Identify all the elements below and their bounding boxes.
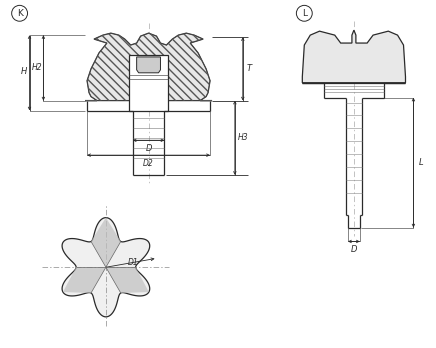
Text: H3: H3: [238, 133, 248, 142]
Text: D: D: [145, 144, 152, 153]
Polygon shape: [106, 267, 149, 293]
Text: T: T: [246, 64, 251, 73]
Text: D2: D2: [143, 159, 154, 168]
Text: D: D: [351, 245, 357, 254]
Text: L: L: [302, 9, 307, 18]
Text: H: H: [20, 67, 27, 76]
Polygon shape: [136, 57, 160, 73]
Polygon shape: [85, 33, 212, 101]
Polygon shape: [91, 218, 121, 267]
Text: D1: D1: [128, 258, 139, 267]
Text: L: L: [419, 158, 424, 167]
Polygon shape: [302, 30, 405, 83]
Polygon shape: [63, 267, 106, 293]
Text: H2: H2: [32, 63, 43, 72]
Polygon shape: [62, 218, 150, 317]
Text: K: K: [17, 9, 23, 18]
Polygon shape: [129, 55, 168, 111]
